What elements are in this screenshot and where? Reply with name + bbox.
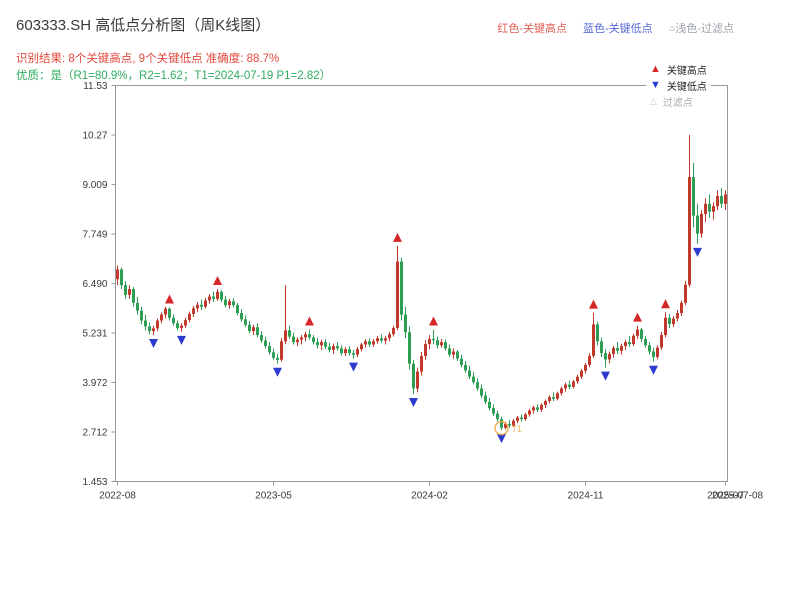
svg-text:2024-11: 2024-11 (568, 491, 604, 502)
svg-text:11.53: 11.53 (83, 81, 108, 92)
svg-text:2022-08: 2022-08 (99, 491, 136, 502)
filtered-point-triangle-icon: △ (650, 95, 657, 106)
svg-text:T1: T1 (512, 424, 523, 434)
svg-text:10.27: 10.27 (82, 131, 107, 142)
color-key: 红色-关键高点 蓝色-关键低点 ○浅色-过滤点 (497, 20, 734, 36)
legend-item-key-low: ▼ 关键低点 (650, 77, 707, 93)
color-key-filtered-label: ○浅色-过滤点 (668, 23, 734, 35)
svg-text:2025-07: 2025-07 (707, 491, 744, 502)
svg-text:1.453: 1.453 (82, 477, 107, 488)
svg-text:2023-05: 2023-05 (255, 491, 292, 502)
plot-legend: ▲ 关键高点 ▼ 关键低点 △ 过滤点 (646, 59, 711, 111)
page-title: 603333.SH 高低点分析图（周K线图） (16, 17, 271, 34)
svg-text:6.490: 6.490 (82, 279, 107, 290)
legend-item-filtered: △ 过滤点 (650, 93, 707, 109)
svg-text:2024-02: 2024-02 (411, 491, 448, 502)
legend-filtered-label: 过滤点 (662, 97, 693, 109)
color-key-low-label: 蓝色-关键低点 (583, 23, 653, 35)
svg-text:5.231: 5.231 (82, 329, 107, 340)
legend-key-low-label: 关键低点 (666, 81, 707, 93)
color-key-high-label: 红色-关键高点 (497, 23, 568, 35)
key-high-triangle-icon: ▲ (650, 62, 661, 75)
svg-text:9.009: 9.009 (82, 180, 107, 191)
svg-text:3.972: 3.972 (82, 378, 107, 389)
svg-text:2025-07-08: 2025-07-08 (712, 491, 764, 502)
key-low-triangle-icon: ▼ (650, 78, 661, 91)
svg-text:7.749: 7.749 (82, 230, 107, 241)
recognition-result-text: 识别结果: 8个关键高点, 9个关键低点 准确度: 88.7% (16, 53, 280, 65)
quality-result-text: 优质：是（R1=80.9%，R2=1.62；T1=2024-07-19 P1=2… (16, 70, 332, 82)
legend-item-key-high: ▲ 关键高点 (650, 61, 707, 77)
legend-key-high-label: 关键高点 (666, 65, 707, 77)
svg-text:2.712: 2.712 (82, 428, 107, 439)
